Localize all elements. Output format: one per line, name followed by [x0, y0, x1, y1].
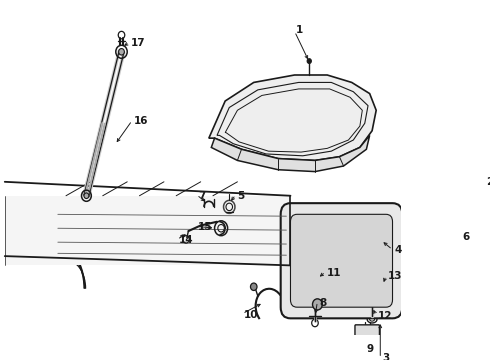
Text: 5: 5: [238, 191, 245, 201]
Text: 10: 10: [244, 310, 258, 320]
FancyBboxPatch shape: [355, 325, 379, 342]
Text: 4: 4: [394, 244, 401, 255]
Text: 15: 15: [198, 222, 213, 232]
Text: 2: 2: [487, 177, 490, 187]
Text: 1: 1: [296, 26, 303, 35]
FancyBboxPatch shape: [281, 203, 402, 318]
Circle shape: [119, 49, 124, 55]
Text: 17: 17: [131, 39, 146, 48]
Text: 13: 13: [388, 271, 402, 280]
Circle shape: [307, 59, 311, 63]
Text: 12: 12: [378, 311, 392, 321]
Text: 14: 14: [179, 235, 193, 245]
Polygon shape: [5, 196, 291, 265]
Text: 11: 11: [327, 268, 342, 278]
Polygon shape: [209, 75, 376, 161]
FancyBboxPatch shape: [291, 214, 392, 307]
Text: 16: 16: [134, 116, 148, 126]
Text: 8: 8: [319, 298, 326, 307]
Circle shape: [84, 193, 89, 198]
Text: 9: 9: [367, 344, 373, 354]
Polygon shape: [211, 135, 369, 172]
Circle shape: [460, 228, 465, 234]
Text: 6: 6: [462, 231, 469, 242]
Circle shape: [250, 283, 257, 291]
Text: 3: 3: [382, 353, 389, 360]
Text: 7: 7: [198, 191, 206, 201]
Circle shape: [313, 299, 322, 310]
